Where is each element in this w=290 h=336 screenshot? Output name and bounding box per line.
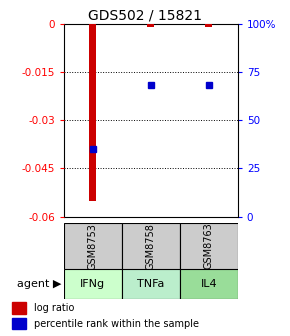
Bar [12, 302, 26, 314]
Text: IFNg: IFNg [80, 279, 105, 289]
Text: log ratio: log ratio [35, 303, 75, 313]
Bar [205, 24, 212, 27]
Bar [180, 223, 238, 269]
Text: percentile rank within the sample: percentile rank within the sample [35, 319, 200, 329]
Text: GSM8758: GSM8758 [146, 223, 156, 269]
Bar [122, 269, 180, 299]
Bar [89, 24, 96, 201]
Bar [122, 223, 180, 269]
Bar [180, 269, 238, 299]
Bar [12, 318, 26, 329]
Bar [64, 269, 122, 299]
Text: TNFa: TNFa [137, 279, 164, 289]
Text: IL4: IL4 [200, 279, 217, 289]
Text: GDS502 / 15821: GDS502 / 15821 [88, 8, 202, 23]
Text: GSM8753: GSM8753 [88, 223, 98, 269]
Bar [147, 24, 154, 27]
Bar [64, 223, 122, 269]
Text: agent ▶: agent ▶ [17, 279, 61, 289]
Text: GSM8763: GSM8763 [204, 223, 214, 269]
